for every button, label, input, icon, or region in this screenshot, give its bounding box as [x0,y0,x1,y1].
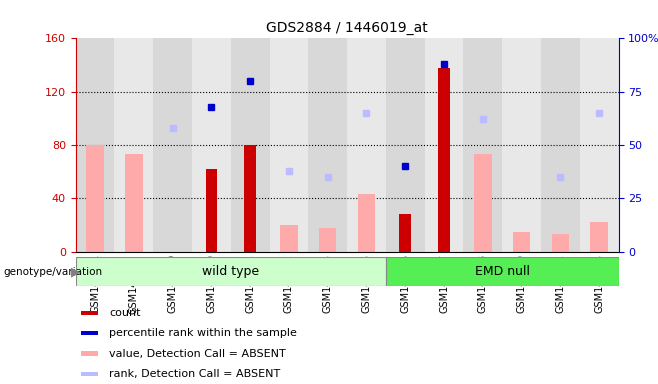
Text: wild type: wild type [202,265,259,278]
Bar [125,154,143,252]
Bar [424,38,463,252]
Bar [153,38,192,252]
Bar [399,214,411,252]
Text: ▶: ▶ [71,265,81,278]
Bar [205,169,217,252]
Bar [82,372,98,376]
Bar [86,145,104,252]
Bar [541,38,580,252]
Bar [82,351,98,356]
Text: rank, Detection Call = ABSENT: rank, Detection Call = ABSENT [109,369,280,379]
Bar [319,228,336,252]
Bar [438,68,450,252]
Bar [270,38,309,252]
Bar [502,38,541,252]
Text: value, Detection Call = ABSENT: value, Detection Call = ABSENT [109,349,286,359]
Text: count: count [109,308,141,318]
Bar [82,311,98,315]
Bar [386,257,619,286]
Bar [309,38,347,252]
Bar [231,38,270,252]
Bar [513,232,530,252]
Bar [192,38,231,252]
Bar [386,38,424,252]
Title: GDS2884 / 1446019_at: GDS2884 / 1446019_at [266,21,428,35]
Bar [280,225,297,252]
Bar [590,222,608,252]
Bar [82,331,98,336]
Bar [244,145,256,252]
Bar [114,38,153,252]
Text: EMD null: EMD null [474,265,530,278]
Bar [474,154,492,252]
Text: genotype/variation: genotype/variation [3,267,103,277]
Bar [76,257,386,286]
Text: percentile rank within the sample: percentile rank within the sample [109,328,297,338]
Bar [347,38,386,252]
Bar [463,38,502,252]
Bar [580,38,619,252]
Bar [358,194,375,252]
Bar [551,234,569,252]
Bar [76,38,114,252]
